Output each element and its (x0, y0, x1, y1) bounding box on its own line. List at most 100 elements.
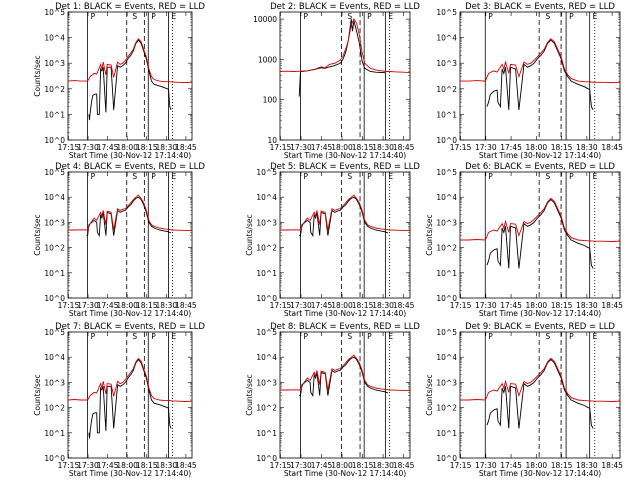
series-lld-line (68, 38, 192, 84)
x-tick-label: 18:45 (393, 301, 415, 310)
plot-frame (279, 171, 411, 299)
panel-det-6: Det 6: BLACK = Events, RED = LLD 10^0 10^1… (425, 162, 623, 318)
x-tick-label: 18:30 (576, 301, 598, 310)
x-tick-label: 18:30 (372, 461, 394, 470)
x-tick-label: 17:15 (450, 143, 472, 152)
y-tick-label: 10^0 (44, 294, 65, 303)
panel-title: Det 6: BLACK = Events, RED = LLD (465, 162, 615, 172)
x-tick-label: 17:15 (450, 461, 472, 470)
event-marker-label: P (91, 172, 96, 181)
x-axis-label: Start Time (30-Nov-12 17:14:40) (479, 309, 601, 318)
x-tick-label: 18:15 (136, 143, 158, 152)
event-marker-label: P (151, 12, 156, 21)
x-axis-label: Start Time (30-Nov-12 17:14:40) (479, 151, 601, 160)
x-tick-label: 18:15 (551, 301, 573, 310)
event-marker-label: S (132, 332, 137, 341)
panel-title: Det 5: BLACK = Events, RED = LLD (270, 162, 420, 172)
panel-title: Det 2: BLACK = Events, RED = LLD (270, 2, 420, 12)
x-tick-label: 18:30 (372, 143, 394, 152)
x-tick-label: 18:00 (331, 143, 353, 152)
panel-title: Det 1: BLACK = Events, RED = LLD (55, 2, 205, 12)
event-marker-label: E (593, 172, 598, 181)
y-tick-label: 100 (263, 96, 278, 105)
event-marker-label: P (488, 12, 493, 21)
y-tick-label: 10^2 (256, 244, 277, 253)
series-lld-line (68, 357, 192, 402)
panel-det-9: Det 9: BLACK = Events, RED = LLD 10^0 10^1… (425, 322, 623, 478)
x-tick-label: 17:30 (475, 301, 497, 310)
x-tick-label: 18:45 (175, 461, 197, 470)
y-tick-label: 10^4 (256, 353, 277, 362)
y-tick-label: 10^1 (436, 110, 457, 119)
y-tick-label: 10^4 (44, 353, 65, 362)
event-marker-label: S (347, 172, 352, 181)
series-events-line (486, 198, 594, 269)
x-tick-label: 18:30 (576, 143, 598, 152)
panel-title: Det 7: BLACK = Events, RED = LLD (55, 322, 205, 332)
y-tick-label: 10^4 (436, 193, 457, 202)
y-tick-label: 10^3 (44, 218, 65, 227)
plot-frame (459, 11, 621, 141)
x-tick-label: 17:30 (475, 461, 497, 470)
series-events-line (86, 196, 172, 238)
series-lld-line (280, 194, 410, 232)
y-axis-label: Counts/sec (33, 374, 42, 415)
plot-frame (67, 11, 193, 141)
y-tick-label: 10^5 (44, 328, 65, 337)
x-tick-label: 17:45 (97, 461, 119, 470)
plot-frame (279, 11, 411, 141)
event-marker-label: P (569, 12, 574, 21)
x-tick-label: 17:30 (290, 461, 312, 470)
y-tick-label: 10^2 (256, 404, 277, 413)
x-tick-label: 18:45 (601, 143, 623, 152)
event-marker-label: P (367, 332, 372, 341)
x-tick-label: 18:00 (331, 301, 353, 310)
y-tick-label: 10^4 (436, 34, 457, 43)
series-lld-line (280, 354, 410, 392)
event-marker-label: E (388, 332, 393, 341)
plot-frame (459, 171, 621, 299)
panel-det-4: Det 4: BLACK = Events, RED = LLD 10^0 10^1… (33, 162, 205, 318)
x-tick-label: 18:15 (136, 461, 158, 470)
x-tick-label: 18:00 (116, 143, 138, 152)
y-tick-label: 10^0 (256, 294, 277, 303)
y-tick-label: 10^1 (44, 269, 65, 278)
y-tick-label: 10^5 (436, 328, 457, 337)
event-marker-label: P (488, 172, 493, 181)
y-tick-label: 10^5 (44, 168, 65, 177)
x-axis-label: Start Time (30-Nov-12 17:14:40) (284, 151, 406, 160)
y-axis-label: Counts/sec (245, 214, 254, 255)
series-events-line (88, 39, 172, 121)
y-tick-label: 10^3 (436, 218, 457, 227)
x-tick-label: 17:30 (77, 143, 99, 152)
y-tick-label: 10^4 (44, 34, 65, 43)
y-tick-label: 10^0 (436, 454, 457, 463)
x-tick-label: 18:30 (156, 461, 178, 470)
event-marker-label: P (91, 12, 96, 21)
x-tick-label: 18:30 (372, 301, 394, 310)
x-tick-label: 18:00 (526, 301, 548, 310)
x-tick-label: 18:45 (393, 461, 415, 470)
event-marker-label: P (304, 172, 309, 181)
event-marker-label: S (546, 332, 551, 341)
panel-det-7: Det 7: BLACK = Events, RED = LLD 10^0 10^1… (33, 322, 205, 478)
panel-det-1: Det 1: BLACK = Events, RED = LLD 10^0 10^1… (33, 2, 205, 160)
y-tick-label: 10^3 (256, 218, 277, 227)
event-marker-label: E (388, 12, 393, 21)
series-lld-line (460, 197, 620, 242)
x-tick-label: 17:45 (311, 461, 333, 470)
x-tick-label: 18:15 (352, 301, 374, 310)
event-marker-label: E (172, 332, 177, 341)
event-marker-label: P (304, 12, 309, 21)
x-tick-label: 18:00 (526, 143, 548, 152)
event-marker-label: P (151, 172, 156, 181)
x-tick-label: 17:30 (77, 461, 99, 470)
panel-title: Det 3: BLACK = Events, RED = LLD (465, 2, 615, 12)
plot-frame (459, 331, 621, 459)
y-tick-label: 10^1 (436, 429, 457, 438)
y-tick-label: 10^2 (44, 404, 65, 413)
y-tick-label: 10^5 (436, 168, 457, 177)
y-tick-label: 10^3 (436, 59, 457, 68)
x-tick-label: 17:45 (500, 301, 522, 310)
